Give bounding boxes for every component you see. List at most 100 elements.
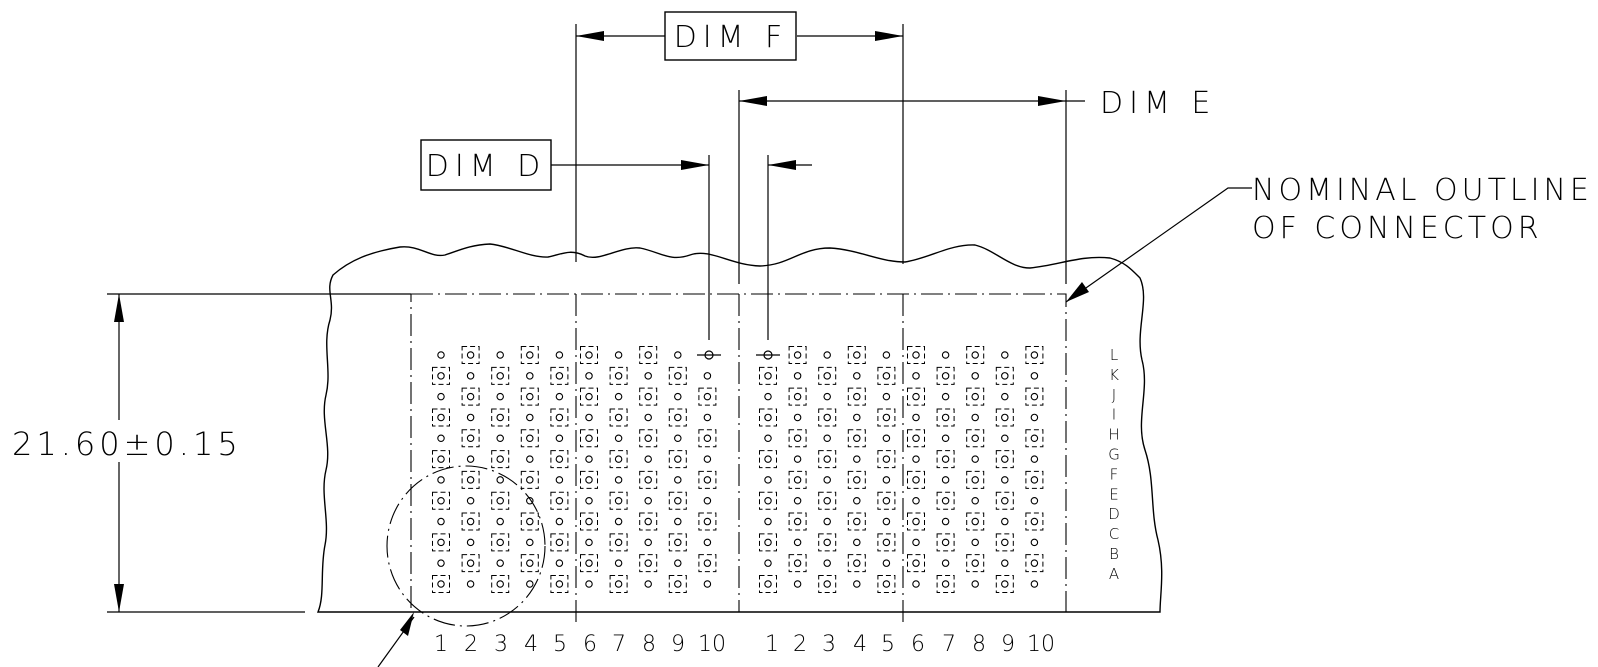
contact-hole bbox=[437, 517, 445, 526]
contact-hole bbox=[614, 372, 623, 380]
contact-hole bbox=[614, 580, 623, 588]
column-label: 6 bbox=[583, 632, 597, 657]
contact-pad bbox=[609, 408, 628, 427]
contact-hole bbox=[674, 517, 682, 526]
contact-hole bbox=[764, 392, 772, 401]
contact-hole bbox=[1001, 351, 1009, 359]
contact-hole bbox=[644, 580, 652, 588]
contact-hole bbox=[585, 351, 593, 359]
contact-hole bbox=[823, 372, 831, 380]
contact-pad bbox=[668, 491, 687, 510]
contact-pad bbox=[698, 429, 717, 448]
contact-pad bbox=[847, 429, 866, 448]
column-label: 2 bbox=[464, 632, 478, 657]
contact-pad bbox=[491, 408, 510, 427]
contact-hole bbox=[1030, 351, 1039, 359]
contact-pad bbox=[1025, 429, 1044, 448]
contact-hole bbox=[941, 559, 950, 567]
contact-hole bbox=[912, 538, 920, 547]
contact-hole bbox=[882, 476, 891, 484]
contact-hole bbox=[882, 455, 891, 463]
contact-hole bbox=[971, 496, 979, 505]
contact-pad bbox=[432, 408, 450, 427]
contact-pad bbox=[818, 575, 837, 593]
row-label: H bbox=[1108, 426, 1119, 444]
contact-hole bbox=[496, 559, 504, 567]
contact-pad bbox=[877, 491, 896, 510]
contact-pad bbox=[461, 512, 480, 531]
contact-pad bbox=[639, 387, 658, 406]
contact-hole bbox=[882, 351, 891, 359]
contact-hole bbox=[496, 372, 504, 380]
contact-pad bbox=[432, 533, 450, 552]
contact-hole bbox=[1030, 538, 1039, 547]
contact-hole bbox=[496, 392, 504, 401]
contact-hole bbox=[971, 392, 979, 401]
contact-hole bbox=[882, 372, 891, 380]
contact-hole bbox=[555, 476, 564, 484]
contact-pad bbox=[936, 533, 955, 552]
contact-hole bbox=[674, 372, 682, 380]
contact-hole bbox=[466, 496, 475, 505]
contact-pad bbox=[877, 408, 896, 427]
column-label: 9 bbox=[671, 632, 685, 657]
row-label: A bbox=[1109, 565, 1119, 583]
contact-pad bbox=[580, 387, 598, 406]
contact-pad bbox=[520, 429, 539, 448]
column-label: 8 bbox=[642, 632, 656, 657]
contact-hole bbox=[644, 351, 652, 359]
contact-hole bbox=[526, 372, 534, 380]
column-label: 6 bbox=[911, 632, 925, 657]
contact-hole bbox=[823, 351, 831, 359]
contact-pad bbox=[550, 366, 569, 385]
contact-hole bbox=[703, 580, 712, 588]
contact-hole bbox=[466, 580, 475, 588]
contact-pad bbox=[818, 533, 837, 552]
row-label: L bbox=[1110, 346, 1118, 364]
contact-pad bbox=[639, 554, 658, 573]
row-label: G bbox=[1108, 446, 1120, 464]
contact-hole bbox=[823, 392, 831, 401]
dim-d-label: DIM D bbox=[426, 149, 546, 184]
contact-hole bbox=[971, 455, 979, 463]
contact-hole bbox=[466, 372, 475, 380]
column-label: 1 bbox=[765, 632, 779, 657]
column-label: 3 bbox=[494, 632, 508, 657]
contact-pad bbox=[668, 450, 687, 469]
contact-hole bbox=[644, 434, 652, 443]
contact-pad bbox=[639, 346, 658, 364]
contact-pad bbox=[668, 366, 687, 385]
contact-pad bbox=[966, 554, 985, 573]
column-labels: 1 2 3 4 5 6 7 8 9 10 1 2 3 4 5 6 7 8 9 10 bbox=[434, 632, 1055, 657]
contact-hole bbox=[941, 517, 950, 526]
contact-hole bbox=[614, 351, 623, 359]
contact-pad bbox=[788, 554, 807, 573]
contact-pad bbox=[461, 346, 480, 364]
contact-pad bbox=[491, 450, 510, 469]
contact-hole bbox=[555, 580, 564, 588]
contact-hole bbox=[1001, 538, 1009, 547]
contact-hole bbox=[823, 538, 831, 547]
contact-pad bbox=[639, 512, 658, 531]
column-label: 1 bbox=[434, 632, 448, 657]
contact-pad bbox=[491, 575, 510, 593]
contact-hole bbox=[614, 559, 623, 567]
contact-hole bbox=[674, 413, 682, 422]
contact-hole bbox=[466, 517, 475, 526]
contact-hole bbox=[1030, 434, 1039, 443]
contact-pad bbox=[580, 346, 598, 364]
contact-hole bbox=[644, 496, 652, 505]
contact-pad bbox=[788, 470, 807, 489]
contact-hole bbox=[1001, 559, 1009, 567]
contact-hole bbox=[764, 538, 772, 547]
contact-hole bbox=[1030, 413, 1039, 422]
contact-hole bbox=[437, 559, 445, 567]
contact-hole bbox=[971, 517, 979, 526]
column-label: 7 bbox=[612, 632, 626, 657]
contact-hole bbox=[644, 517, 652, 526]
contact-pad bbox=[580, 512, 598, 531]
contact-hole bbox=[496, 455, 504, 463]
contact-hole bbox=[793, 413, 802, 422]
contact-hole bbox=[614, 476, 623, 484]
